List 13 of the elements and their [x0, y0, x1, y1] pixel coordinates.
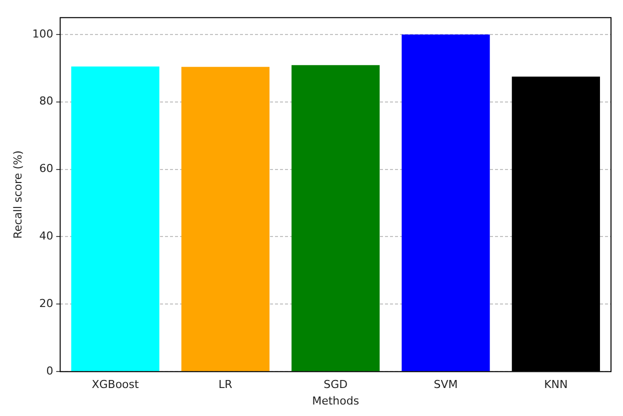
y-tick-label: 20 [39, 297, 54, 310]
y-tick-label: 80 [39, 94, 54, 108]
x-axis-title: Methods [312, 394, 360, 408]
y-tick-label: 40 [39, 230, 54, 243]
y-tick-label: 100 [32, 27, 54, 40]
y-tick-label: 0 [46, 364, 54, 378]
x-tick-label: SGD [324, 378, 348, 392]
x-tick-label: LR [218, 378, 233, 392]
x-tick-label: KNN [544, 378, 568, 392]
x-tick-label: SVM [434, 378, 458, 392]
x-tick-label: XGBoost [92, 378, 140, 392]
y-tick-label: 60 [39, 162, 54, 176]
y-axis-title: Recall score (%) [11, 150, 24, 239]
